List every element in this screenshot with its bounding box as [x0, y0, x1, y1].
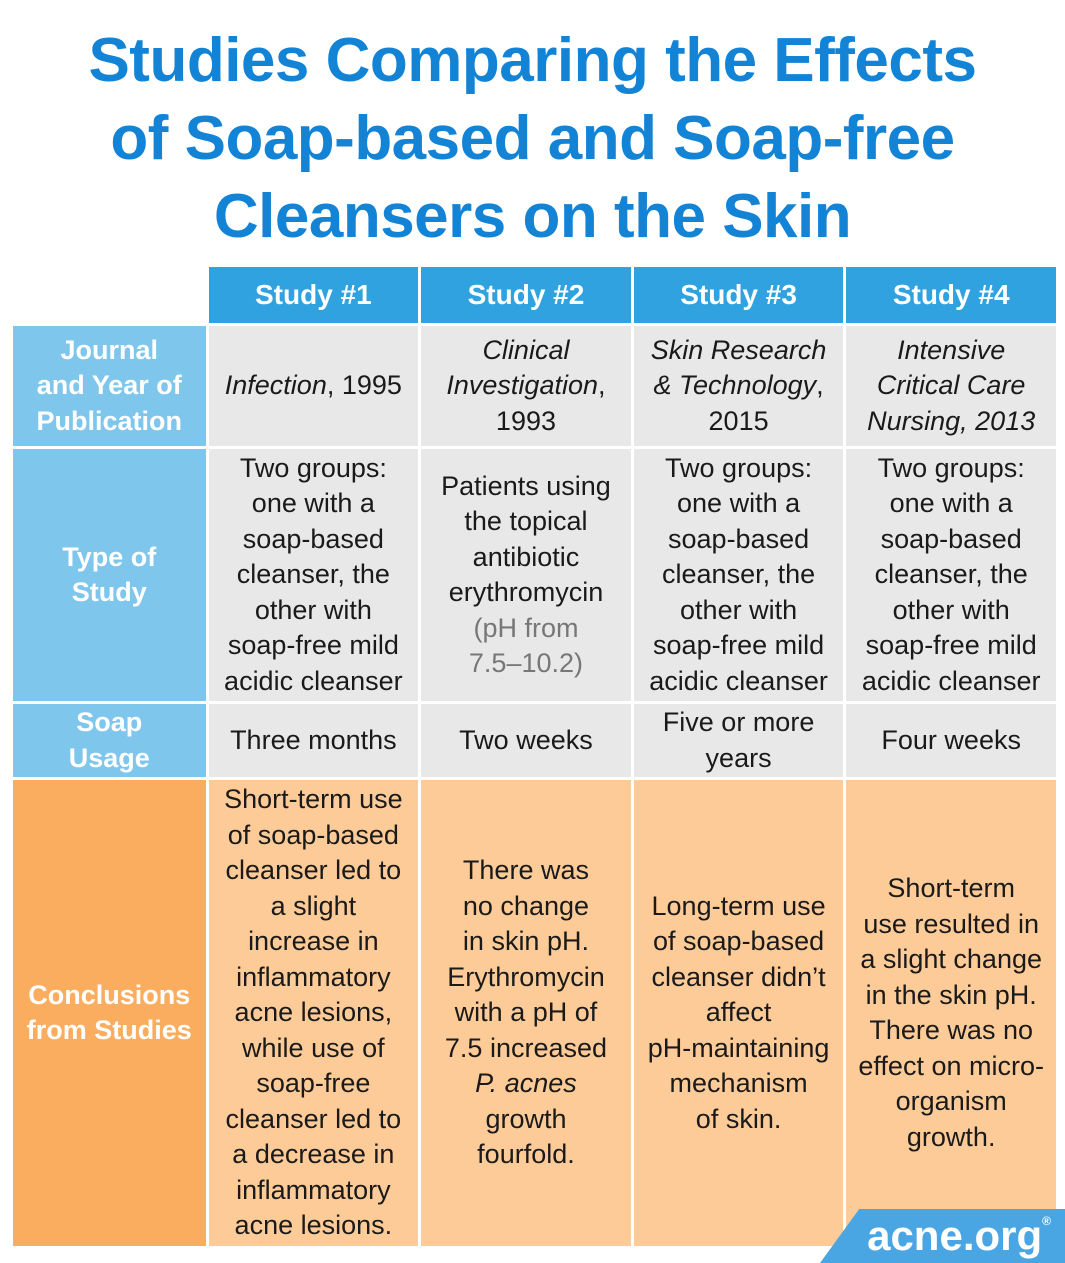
usage-study-2: Two weeks — [421, 704, 631, 777]
cell-line: effect on micro- — [858, 1050, 1044, 1081]
cell-line: while use of — [242, 1032, 385, 1063]
journal-row: Journal and Year of Publication Infectio… — [13, 326, 1056, 446]
cell-line: mechanism — [669, 1068, 808, 1099]
header-study-3: Study #3 — [633, 267, 844, 323]
page-title: Studies Comparing the Effects of Soap-ba… — [0, 22, 1065, 256]
usage-row: Soap Usage Three months Two weeks Five o… — [13, 704, 1056, 777]
cell-line: cleanser, the — [874, 559, 1028, 590]
cell-line: a decrease in — [232, 1139, 395, 1170]
cell-line: Two groups: — [665, 452, 813, 483]
cell-line: acidic cleanser — [649, 665, 828, 696]
cell-line: a slight — [270, 890, 357, 921]
cell-line: growth. — [906, 1121, 996, 1152]
cell-line: Long-term use — [651, 890, 826, 921]
cell-line: Short-term use — [224, 784, 403, 815]
acne-org-logo[interactable]: acne.org® — [820, 1209, 1065, 1263]
row-label-usage: Soap Usage — [13, 704, 206, 777]
cell-line: Two groups: — [239, 452, 387, 483]
cell-line: soap-based — [668, 523, 810, 554]
cell-line: a slight change — [860, 944, 1042, 974]
cell-line: cleanser, the — [662, 559, 816, 590]
journal-study-3: Skin Research & Technology, 2015 — [633, 326, 844, 446]
type-study-1: Two groups: one with a soap-based cleanser,… — [208, 449, 419, 701]
usage-study-1: Three months — [208, 704, 419, 777]
conclusions-study-3: Long-term use of soap-based cleanser didn’… — [633, 780, 844, 1246]
conclusions-study-4: Short-term use resulted in a slight change… — [846, 780, 1056, 1246]
cell-line: in the skin pH. — [865, 979, 1037, 1010]
cell-line: other with — [892, 594, 1010, 625]
cell-line: Two groups: — [877, 452, 1025, 483]
cell-line: of soap-based — [653, 926, 825, 957]
cell-line: soap-free mild — [653, 630, 825, 661]
row-label-conclusions: Conclusions from Studies — [13, 780, 206, 1246]
conclusions-study-2: There was no change in skin pH. Erythrom… — [421, 780, 631, 1246]
corner-cell — [13, 267, 206, 323]
title-line-3: Cleansers on the Skin — [213, 182, 852, 251]
cell-line: soap-based — [880, 523, 1022, 554]
cell-line: years — [705, 742, 772, 773]
journal-study-4: Intensive Critical Care Nursing, 2013 — [846, 326, 1056, 446]
type-study-4: Two groups: one with a soap-based cleanser,… — [846, 449, 1056, 701]
conclusions-study-1: Short-term use of soap-based cleanser led … — [208, 780, 419, 1246]
cell-line: soap-free mild — [865, 630, 1037, 661]
cell-line: acidic cleanser — [224, 665, 403, 696]
header-row: Study #1 Study #2 Study #3 Study #4 — [13, 267, 1056, 323]
cell-line: cleanser led to — [225, 1103, 402, 1134]
cell-line: inflammatory — [236, 961, 391, 992]
cell-line: Three months — [230, 724, 397, 755]
cell-line: one with a — [251, 488, 375, 519]
cell-line: acne lesions. — [234, 1210, 393, 1241]
cell-line: Two weeks — [459, 724, 593, 755]
cell-line: cleanser, the — [236, 559, 390, 590]
cell-line: other with — [680, 594, 798, 625]
journal-study-1: Infection, 1995 — [208, 326, 419, 446]
cell-line: Short-term — [887, 873, 1015, 903]
journal-study-2: Clinical Investigation, 1993 — [421, 326, 631, 446]
cell-line: soap-based — [242, 523, 384, 554]
cell-line: other with — [254, 594, 372, 625]
cell-line: one with a — [677, 488, 801, 519]
cell-line: acidic cleanser — [861, 665, 1041, 696]
header-study-4: Study #4 — [846, 267, 1056, 323]
row-label-journal: Journal and Year of Publication — [13, 326, 206, 446]
cell-line: affect — [705, 997, 772, 1028]
registered-mark: ® — [1042, 1214, 1051, 1228]
title-line-2: of Soap-based and Soap-free — [110, 104, 955, 173]
header-study-2: Study #2 — [421, 267, 631, 323]
cell-line: inflammatory — [236, 1174, 391, 1205]
cell-line: Four weeks — [881, 724, 1021, 755]
logo-text: acne.org® — [867, 1212, 1051, 1259]
conclusions-row: Conclusions from Studies Short-term use o… — [13, 780, 1056, 1246]
type-row: Type of Study Two groups: one with a soap-… — [13, 449, 1056, 701]
cell-line: soap-free — [256, 1068, 371, 1099]
type-study-2: Patients using the topical antibiotic er… — [421, 449, 631, 701]
header-study-1: Study #1 — [208, 267, 419, 323]
cell-line: use resulted in — [863, 908, 1039, 939]
title-line-1: Studies Comparing the Effects — [88, 26, 977, 95]
cell-line: one with a — [889, 488, 1013, 519]
type-study-3: Two groups: one with a soap-based cleanser,… — [633, 449, 844, 701]
cell-line: acne lesions, — [234, 997, 393, 1028]
cell-line: of soap-based — [227, 819, 399, 850]
comparison-table: Study #1 Study #2 Study #3 Study #4 Jour… — [10, 264, 1059, 1249]
cell-line: organism — [895, 1086, 1007, 1116]
cell-line: cleanser led to — [225, 855, 402, 886]
cell-line: soap-free mild — [227, 630, 399, 661]
cell-line: increase in — [248, 926, 379, 957]
cell-line: pH-maintaining — [647, 1032, 830, 1063]
cell-line: There was no — [869, 1015, 1033, 1045]
cell-line: of skin. — [695, 1103, 782, 1134]
cell-line: cleanser didn’t — [651, 961, 826, 992]
usage-study-3: Five or more years — [633, 704, 844, 777]
usage-study-4: Four weeks — [846, 704, 1056, 777]
cell-line: Five or more — [662, 707, 815, 737]
row-label-type: Type of Study — [13, 449, 206, 701]
